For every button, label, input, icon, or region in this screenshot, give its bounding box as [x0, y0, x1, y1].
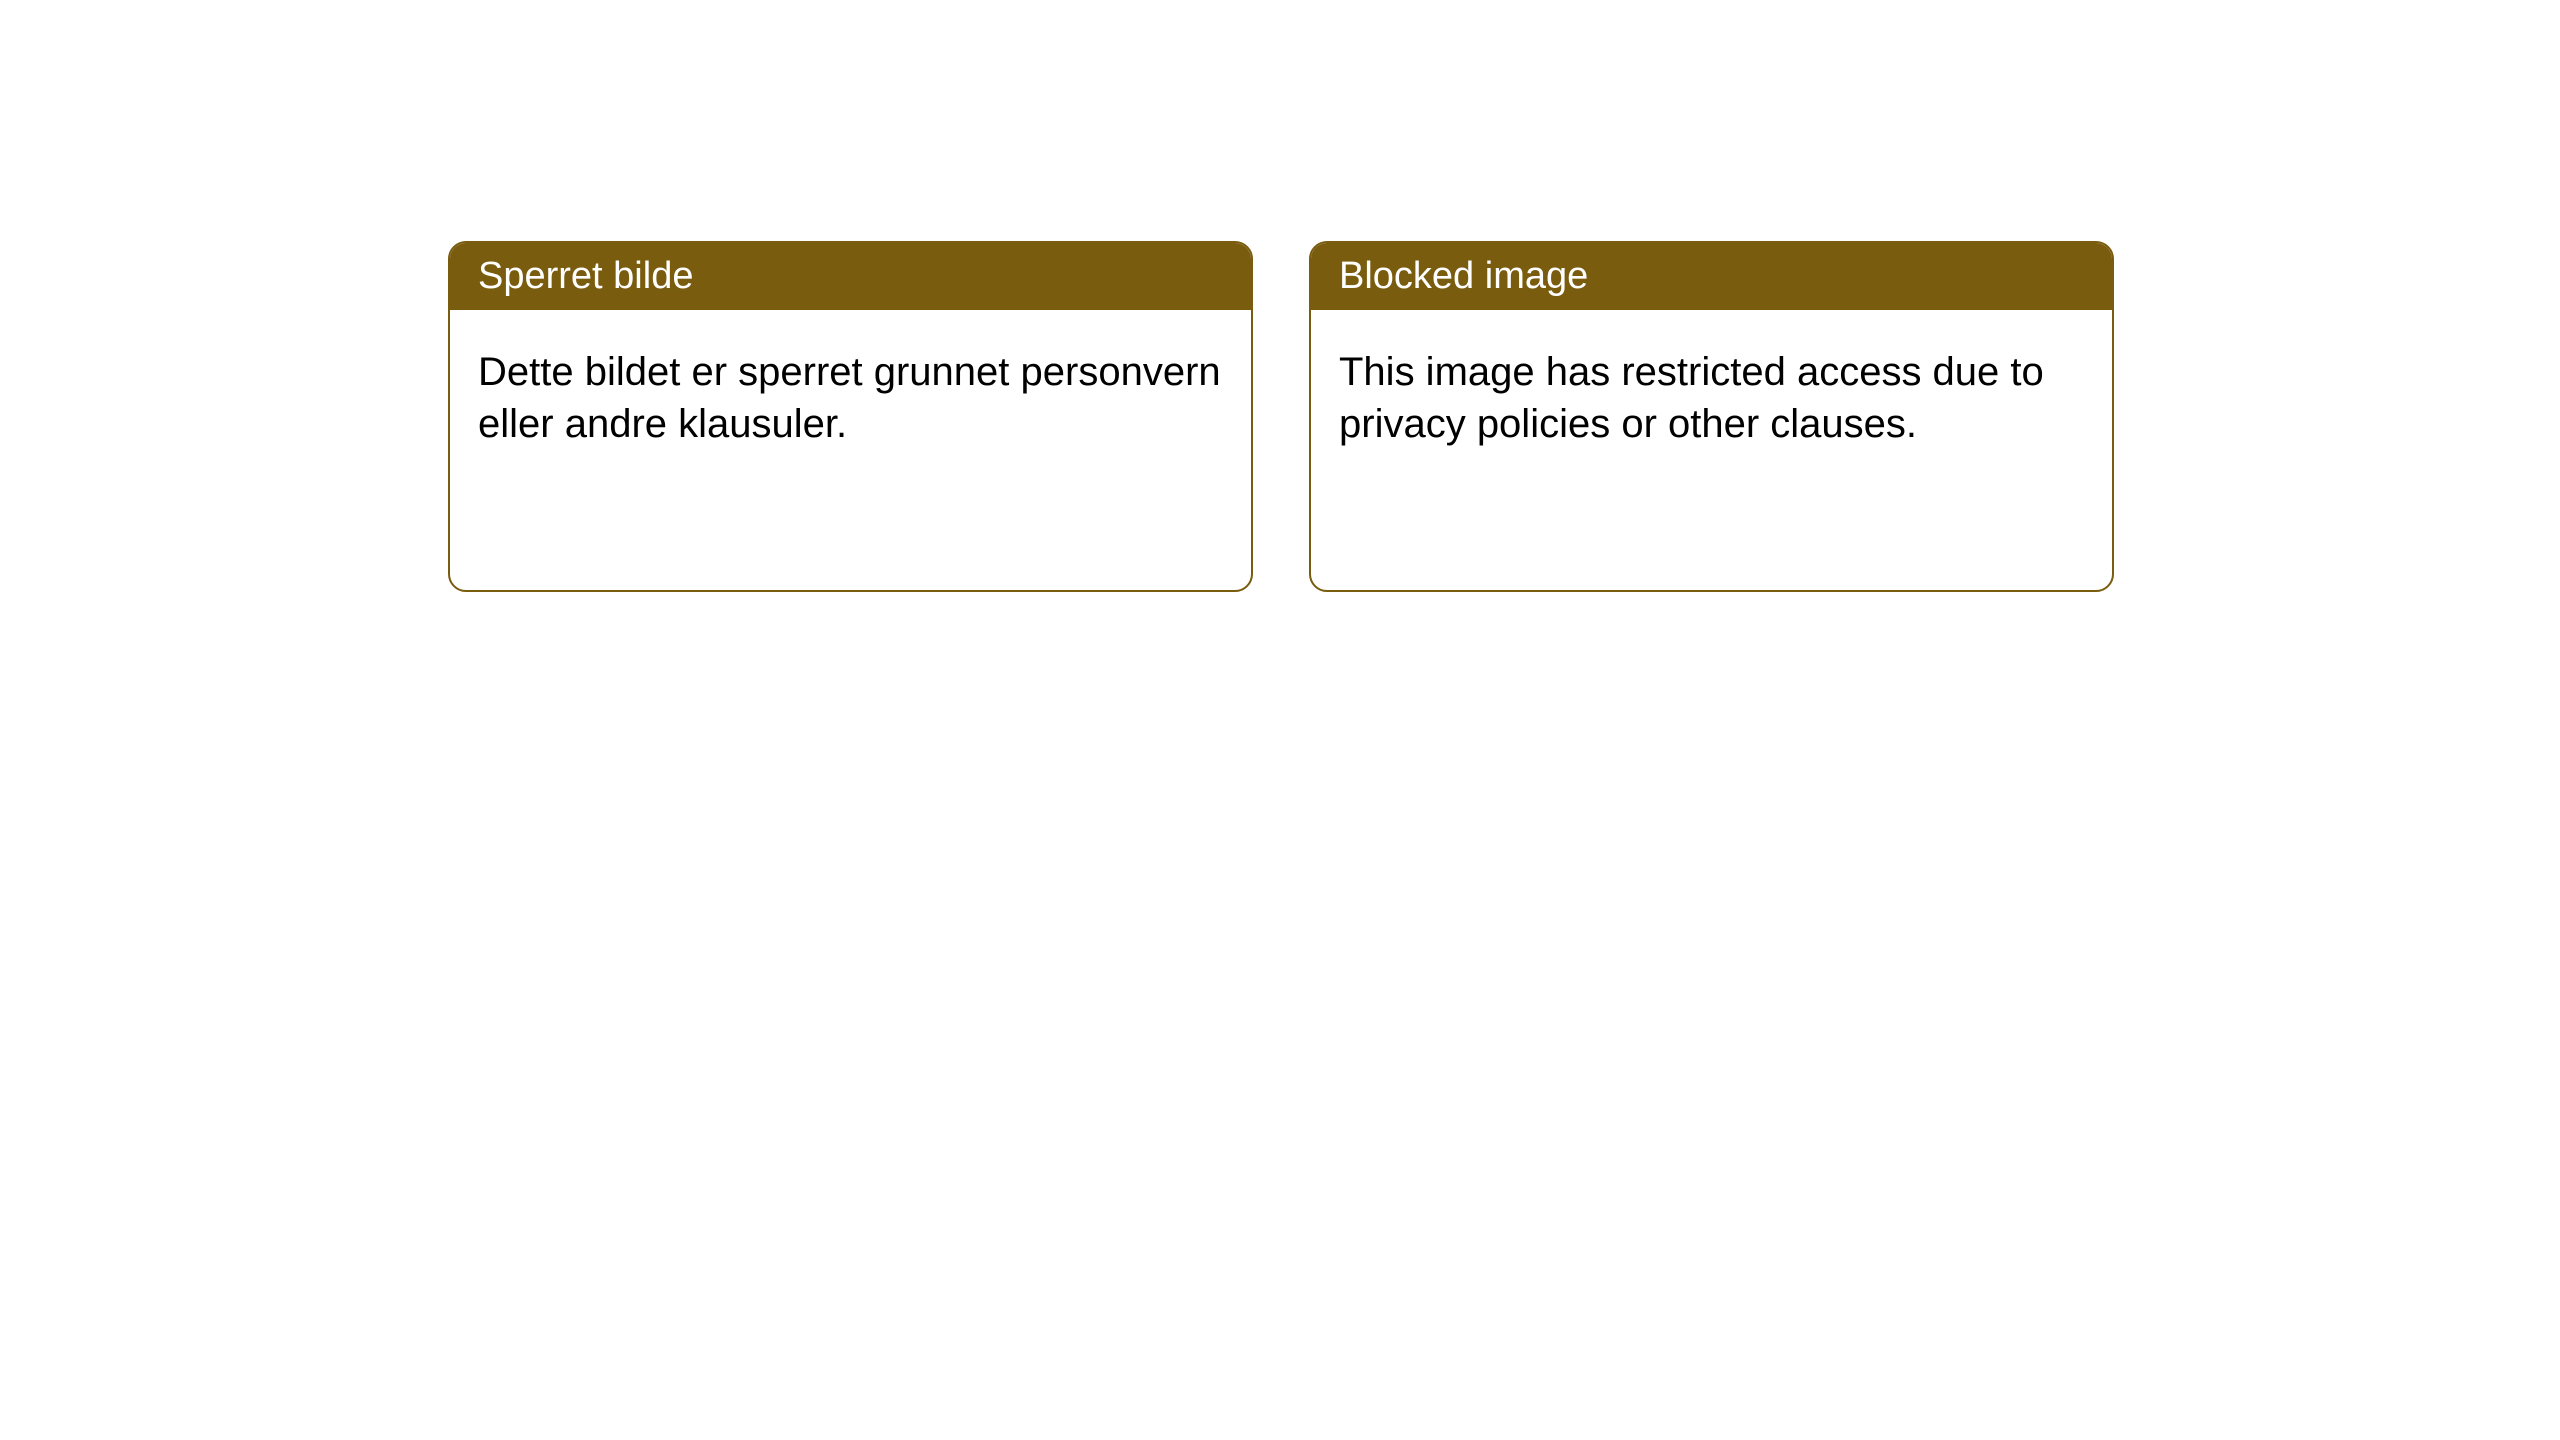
- notice-body: This image has restricted access due to …: [1311, 310, 2112, 590]
- notice-header: Sperret bilde: [450, 243, 1251, 310]
- notice-body: Dette bildet er sperret grunnet personve…: [450, 310, 1251, 590]
- notice-header: Blocked image: [1311, 243, 2112, 310]
- notice-card-english: Blocked image This image has restricted …: [1309, 241, 2114, 592]
- notice-card-norwegian: Sperret bilde Dette bildet er sperret gr…: [448, 241, 1253, 592]
- notice-container: Sperret bilde Dette bildet er sperret gr…: [448, 241, 2114, 592]
